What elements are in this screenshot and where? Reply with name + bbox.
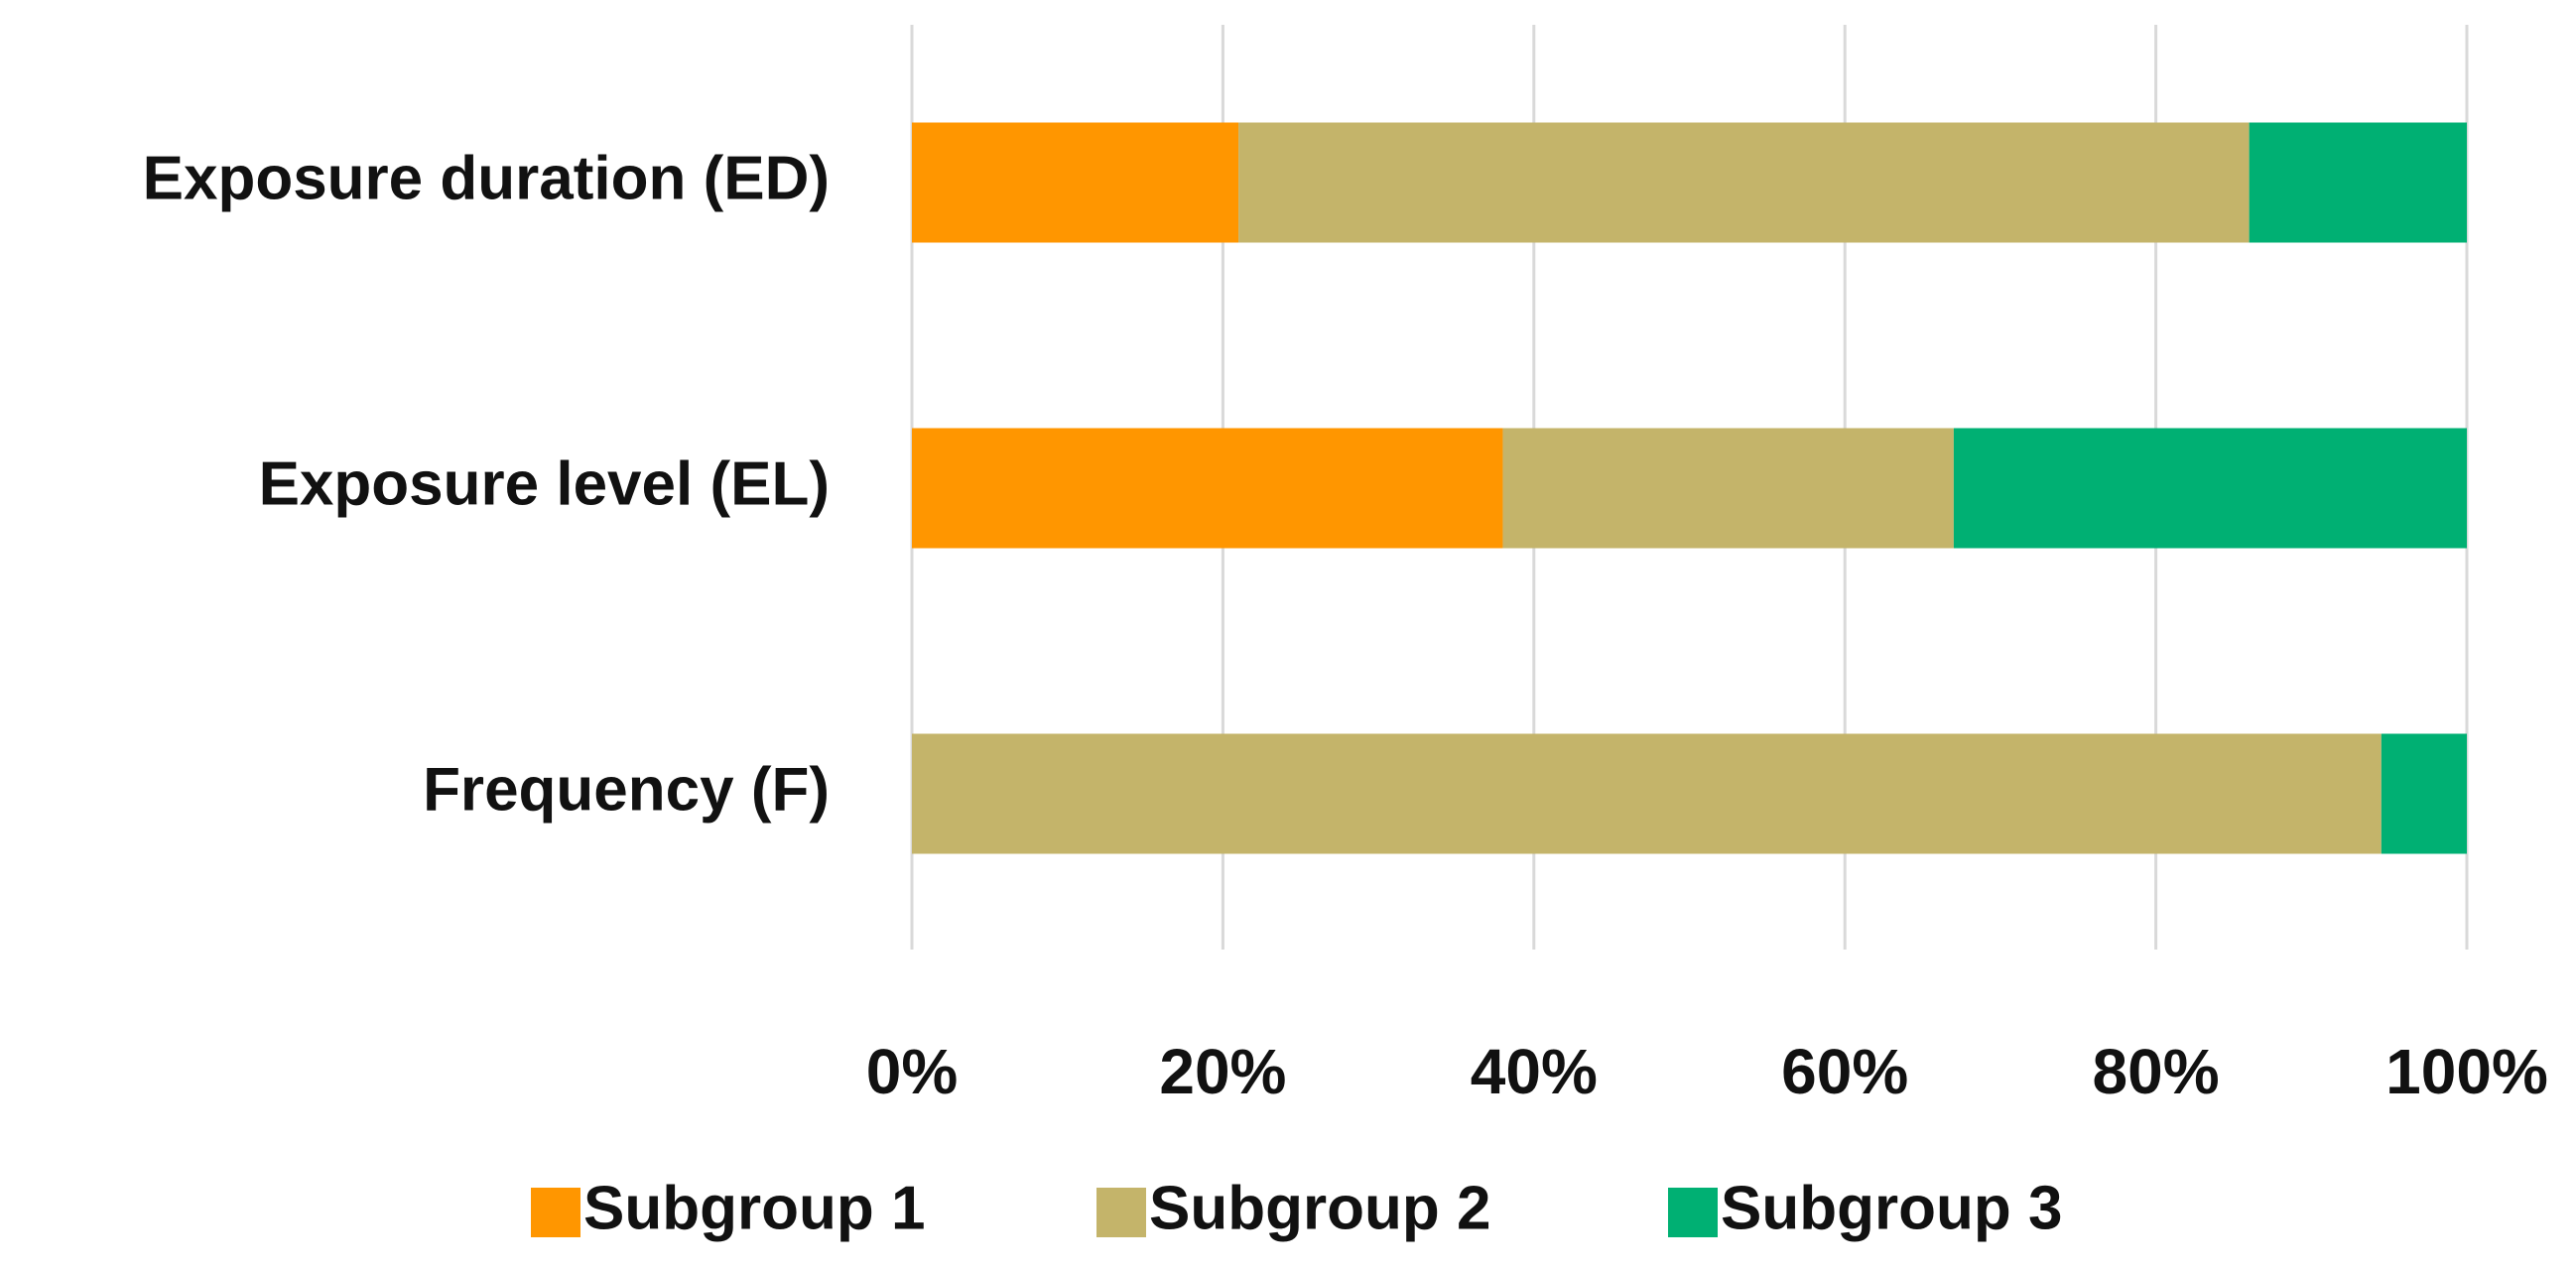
x-tick-label: 80% [2093, 1036, 2220, 1107]
bar-segment [912, 122, 1239, 243]
x-tick-label: 100% [2385, 1036, 2548, 1107]
legend-swatch [1096, 1188, 1146, 1237]
legend-label: Subgroup 2 [1149, 1174, 1490, 1242]
x-tick-label: 60% [1781, 1036, 1908, 1107]
bar-segment [912, 733, 2382, 854]
legend-label: Subgroup 1 [583, 1174, 925, 1242]
x-tick-label: 20% [1159, 1036, 1286, 1107]
legend-swatch [1668, 1188, 1718, 1237]
bar-segment [1953, 428, 2467, 549]
bar-segment [912, 428, 1503, 549]
bar-segment [1502, 428, 1954, 549]
bar-segment [2249, 122, 2467, 243]
y-tick-label: Frequency (F) [423, 755, 830, 824]
y-tick-label: Exposure level (EL) [259, 449, 830, 518]
x-tick-label: 40% [1471, 1036, 1598, 1107]
legend-swatch [531, 1188, 580, 1237]
x-tick-label: 0% [866, 1036, 959, 1107]
legend-label: Subgroup 3 [1721, 1174, 2062, 1242]
y-tick-label: Exposure duration (ED) [143, 144, 830, 212]
bar-segment [2381, 733, 2467, 854]
bar-segment [1238, 122, 2250, 243]
